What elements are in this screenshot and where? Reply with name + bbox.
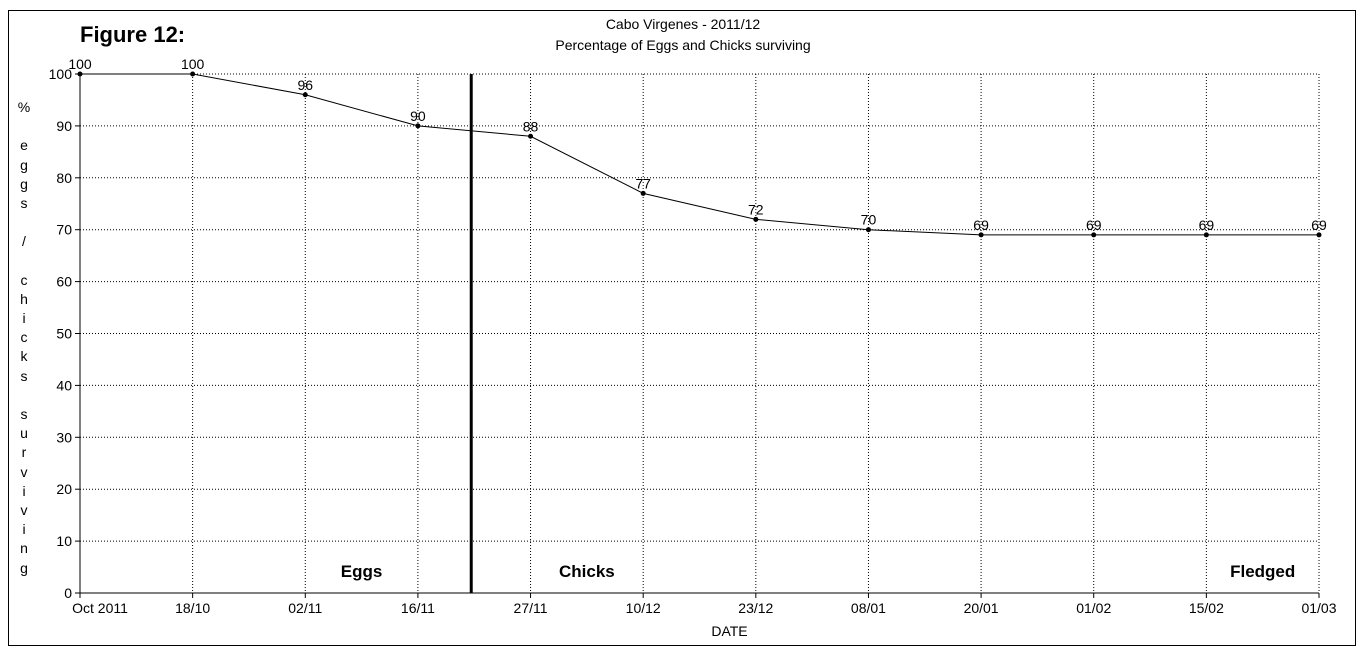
data-label: 96 bbox=[297, 77, 313, 93]
y-tick-label: 20 bbox=[56, 481, 72, 497]
y-tick-label: 90 bbox=[56, 118, 72, 134]
x-tick-label: 27/11 bbox=[514, 600, 548, 616]
y-axis-label-char: c bbox=[20, 329, 28, 346]
x-tick-label: 18/10 bbox=[175, 600, 210, 616]
stage-annotation: Eggs bbox=[341, 562, 383, 581]
y-axis-label-char: i bbox=[22, 310, 26, 327]
y-axis-label-char: g bbox=[20, 156, 28, 173]
y-axis-label-char: i bbox=[22, 482, 26, 499]
x-tick-label: 23/12 bbox=[738, 600, 773, 616]
figure-label: Figure 12: bbox=[80, 22, 186, 47]
data-label: 69 bbox=[1311, 217, 1327, 233]
stage-annotation: Fledged bbox=[1230, 562, 1295, 581]
y-axis-label-char: % bbox=[17, 99, 31, 115]
data-label: 77 bbox=[635, 175, 651, 191]
y-axis-label-char: e bbox=[20, 137, 28, 154]
y-axis-label-char: c bbox=[20, 271, 28, 288]
y-tick-label: 70 bbox=[56, 222, 72, 238]
data-label: 69 bbox=[1199, 217, 1215, 233]
data-label: 100 bbox=[68, 56, 92, 72]
y-axis-label-char: n bbox=[20, 540, 28, 557]
series-line bbox=[80, 73, 1319, 236]
data-point bbox=[415, 123, 421, 129]
x-tick-label: 16/11 bbox=[401, 600, 435, 616]
data-point bbox=[190, 71, 196, 77]
y-tick-label: 60 bbox=[56, 274, 72, 290]
data-label: 90 bbox=[410, 108, 426, 124]
data-point bbox=[753, 216, 759, 222]
y-tick-label: 50 bbox=[56, 326, 72, 342]
data-label: 69 bbox=[973, 217, 989, 233]
y-axis-label-char: i bbox=[22, 521, 26, 538]
x-tick-label: 15/02 bbox=[1189, 600, 1224, 616]
y-tick-label: 0 bbox=[64, 585, 72, 601]
data-point bbox=[640, 190, 646, 196]
data-label: 88 bbox=[523, 118, 539, 134]
data-point bbox=[77, 71, 83, 77]
x-tick-label: 08/01 bbox=[851, 600, 886, 616]
data-label: 100 bbox=[181, 56, 205, 72]
data-point bbox=[1316, 232, 1322, 238]
x-tick-label: 10/12 bbox=[626, 600, 661, 616]
stage-annotation: Chicks bbox=[559, 562, 615, 581]
y-axis-label-char: v bbox=[20, 463, 28, 480]
data-point bbox=[528, 133, 534, 139]
y-axis-label-char: s bbox=[20, 406, 28, 422]
data-label: 70 bbox=[861, 212, 877, 228]
chart-subtitle: Percentage of Eggs and Chicks surviving bbox=[555, 37, 811, 53]
data-point bbox=[978, 232, 984, 238]
y-tick-label: 80 bbox=[56, 170, 72, 186]
data-label: 72 bbox=[748, 201, 764, 217]
y-axis-label-char: u bbox=[20, 425, 28, 442]
chart-title: Cabo Virgenes - 2011/12 bbox=[605, 16, 761, 32]
y-axis-label-char: g bbox=[20, 559, 28, 576]
data-point bbox=[1203, 232, 1209, 238]
data-point bbox=[865, 227, 871, 233]
data-point bbox=[302, 92, 308, 98]
y-axis-label-char: r bbox=[21, 444, 27, 461]
x-axis-title: DATE bbox=[711, 623, 747, 639]
x-tick-label: 02/11 bbox=[288, 600, 322, 616]
y-axis-label-char: h bbox=[20, 290, 28, 307]
x-tick-label: 01/02 bbox=[1076, 600, 1111, 616]
x-tick-label: Oct 2011 bbox=[72, 600, 128, 616]
y-tick-label: 10 bbox=[56, 533, 72, 549]
y-axis-label-char: / bbox=[22, 233, 26, 250]
y-tick-label: 40 bbox=[56, 377, 72, 393]
y-tick-label: 100 bbox=[49, 66, 73, 82]
y-axis-label-char: v bbox=[20, 501, 28, 518]
data-label: 69 bbox=[1086, 217, 1102, 233]
chart-frame bbox=[8, 10, 1356, 646]
y-axis-label-char: s bbox=[20, 367, 28, 384]
data-point bbox=[1091, 232, 1097, 238]
y-axis-label-char: g bbox=[20, 175, 28, 192]
y-axis-label-char: k bbox=[20, 348, 28, 365]
x-tick-label: 20/01 bbox=[964, 600, 999, 616]
y-tick-label: 30 bbox=[56, 429, 72, 445]
y-axis-label-char: s bbox=[20, 194, 28, 211]
x-tick-label: 01/03 bbox=[1301, 600, 1336, 616]
